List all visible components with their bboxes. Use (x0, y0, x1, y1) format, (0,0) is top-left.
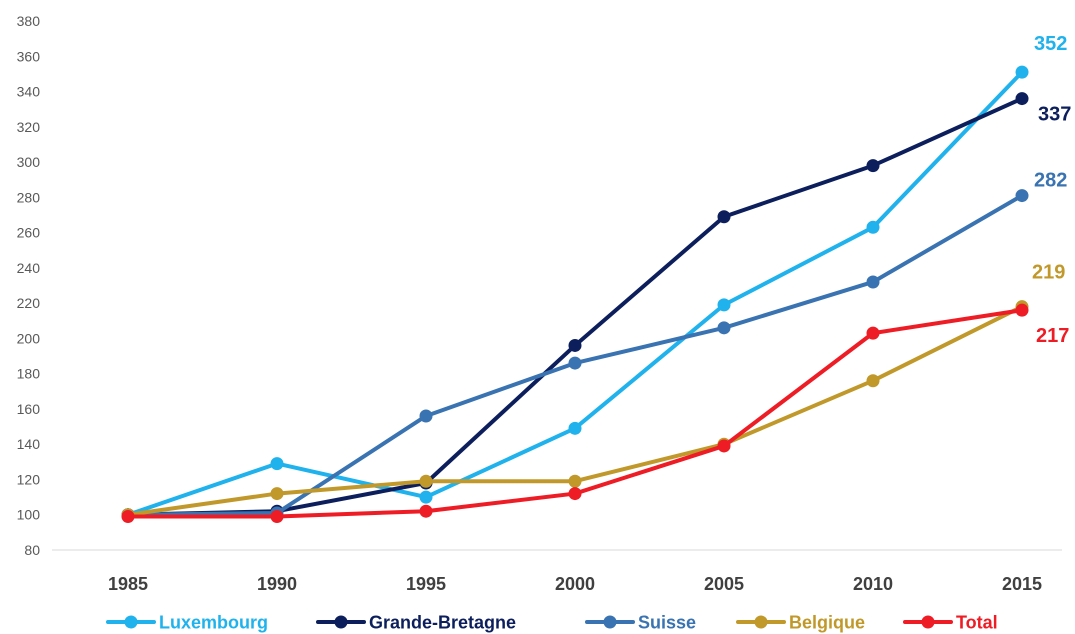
data-point (717, 210, 731, 224)
data-point (717, 439, 731, 453)
legend-swatch-marker (603, 615, 617, 629)
series-total (121, 303, 1029, 523)
legend: Luxembourg Grande-Bretagne Suisse Belgique T… (106, 613, 998, 633)
y-tick-label: 260 (17, 225, 41, 241)
x-axis: 1985 1990 1995 2000 2005 2010 2015 (52, 549, 1062, 594)
data-point (568, 356, 582, 370)
legend-swatch-marker (334, 615, 348, 629)
legend-swatch-marker (754, 615, 768, 629)
y-tick-label: 300 (17, 154, 41, 170)
series-line (126, 70, 1024, 517)
data-point (1015, 65, 1029, 79)
x-tick-label: 2015 (1002, 574, 1042, 594)
y-tick-label: 140 (17, 436, 41, 452)
x-tick-label: 1995 (406, 574, 446, 594)
y-tick-label: 100 (17, 507, 41, 523)
x-tick-label: 2005 (704, 574, 744, 594)
legend-label: Total (956, 613, 998, 633)
x-tick-label: 1990 (257, 574, 297, 594)
legend-swatch-marker (124, 615, 138, 629)
y-tick-label: 320 (17, 119, 41, 135)
series-grande-bretagne (121, 92, 1029, 522)
legend-item: Total (903, 613, 998, 633)
end-value-label: 219 (1032, 262, 1065, 284)
series-line (126, 96, 1024, 517)
data-point (419, 474, 433, 488)
legend-swatch-marker (921, 615, 935, 629)
data-point (568, 474, 582, 488)
x-tick-label: 1985 (108, 574, 148, 594)
end-labels: 352 337 282 219 217 (1032, 33, 1071, 347)
data-point (717, 298, 731, 312)
y-tick-label: 240 (17, 260, 41, 276)
x-tick-label: 2000 (555, 574, 595, 594)
end-value-label: 352 (1034, 33, 1067, 55)
legend-label: Belgique (789, 613, 865, 633)
data-point (419, 490, 433, 504)
data-point (717, 321, 731, 335)
data-point (1015, 189, 1029, 203)
y-tick-label: 380 (17, 13, 41, 29)
data-point (419, 504, 433, 518)
legend-label: Suisse (638, 613, 696, 633)
end-value-label: 217 (1036, 325, 1069, 347)
y-tick-label: 340 (17, 84, 41, 100)
data-point (270, 457, 284, 471)
legend-item: Grande-Bretagne (316, 613, 516, 633)
data-point (1015, 303, 1029, 317)
data-point (866, 326, 880, 340)
y-axis: 80 100 120 140 160 180 200 220 240 260 280 300 320 34… (17, 13, 41, 558)
y-tick-label: 200 (17, 330, 41, 346)
data-point (121, 509, 135, 523)
y-tick-label: 160 (17, 401, 41, 417)
legend-label: Luxembourg (159, 613, 268, 633)
data-point (866, 220, 880, 234)
data-point (866, 275, 880, 289)
y-tick-label: 220 (17, 295, 41, 311)
series-luxembourg (121, 65, 1029, 522)
end-value-label: 337 (1038, 104, 1071, 126)
data-point (568, 421, 582, 435)
data-point (419, 409, 433, 423)
y-tick-label: 280 (17, 189, 41, 205)
data-point (866, 374, 880, 388)
data-point (270, 509, 284, 523)
end-value-label: 282 (1034, 170, 1067, 192)
x-tick-label: 2010 (853, 574, 893, 594)
y-tick-label: 360 (17, 48, 41, 64)
series-layer (121, 65, 1029, 523)
data-point (1015, 92, 1029, 106)
data-point (866, 159, 880, 173)
legend-label: Grande-Bretagne (369, 613, 516, 633)
data-point (568, 338, 582, 352)
data-point (568, 487, 582, 501)
y-tick-label: 80 (24, 542, 40, 558)
legend-item: Luxembourg (106, 613, 268, 633)
y-tick-label: 120 (17, 471, 41, 487)
y-tick-label: 180 (17, 366, 41, 382)
legend-item: Belgique (736, 613, 865, 633)
data-point (270, 487, 284, 501)
legend-item: Suisse (585, 613, 696, 633)
